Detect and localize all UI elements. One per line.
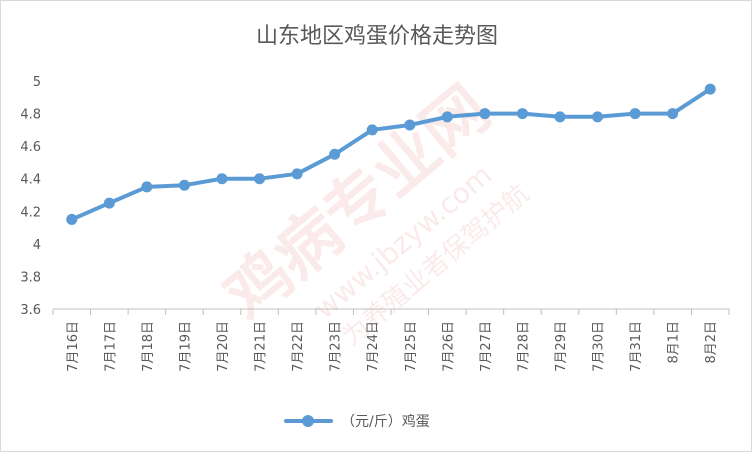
y-tick-label: 3.6	[20, 303, 41, 318]
data-point	[704, 83, 716, 95]
x-tick-label: 7月23日	[329, 321, 344, 372]
legend-dot-marker	[302, 415, 314, 427]
data-point	[103, 197, 115, 209]
y-tick-label: 4.8	[20, 108, 41, 123]
x-tick-label: 7月17日	[103, 321, 118, 372]
legend-label: （元/斤）鸡蛋	[341, 413, 430, 430]
x-tick-label: 7月16日	[66, 321, 81, 372]
data-point	[592, 111, 604, 123]
data-point	[516, 108, 528, 120]
data-point	[441, 111, 453, 123]
y-tick-label: 5	[33, 75, 41, 90]
x-tick-label: 7月19日	[178, 321, 193, 372]
data-point	[141, 181, 153, 193]
x-tick-label: 7月24日	[366, 321, 381, 372]
x-tick-label: 7月30日	[592, 321, 607, 372]
x-tick-label: 7月26日	[441, 321, 456, 372]
x-axis-tickmarks	[52, 309, 730, 315]
x-axis-labels: 7月16日 7月17日 7月18日 7月19日 7月20日 7月21日 7月22日 7月23日…	[66, 321, 719, 372]
x-tick-label: 7月28日	[516, 321, 531, 372]
series-line	[69, 87, 713, 222]
x-tick-label: 7月31日	[629, 321, 644, 372]
y-tick-label: 4	[33, 238, 41, 253]
x-tick-label: 7月22日	[291, 321, 306, 372]
y-tick-label: 3.8	[20, 270, 41, 285]
data-point	[667, 108, 679, 120]
data-point	[329, 148, 341, 160]
data-point	[254, 173, 266, 185]
x-tick-label: 8月1日	[667, 321, 682, 364]
data-point	[178, 179, 190, 191]
data-point	[479, 108, 491, 120]
x-tick-label: 7月20日	[216, 321, 231, 372]
data-point	[291, 168, 303, 180]
data-point	[629, 108, 641, 120]
data-point	[366, 124, 378, 136]
y-tick-label: 4.4	[20, 173, 41, 188]
x-tick-label: 7月21日	[254, 321, 269, 372]
x-tick-label: 8月2日	[704, 321, 719, 364]
y-axis-ticks: 3.6 3.8 4 4.2 4.4 4.6 4.8 5	[20, 75, 41, 318]
x-tick-label: 7月27日	[479, 321, 494, 372]
x-tick-label: 7月18日	[141, 321, 156, 372]
x-tick-label: 7月25日	[404, 321, 419, 372]
data-point	[216, 173, 228, 185]
legend: （元/斤）鸡蛋	[284, 413, 430, 430]
y-tick-label: 4.6	[20, 140, 41, 155]
data-point	[404, 119, 416, 131]
data-point	[66, 213, 78, 225]
data-point	[554, 111, 566, 123]
chart-title: 山东地区鸡蛋价格走势图	[256, 24, 498, 49]
y-tick-label: 4.2	[20, 205, 41, 220]
x-tick-label: 7月29日	[554, 321, 569, 372]
series-points	[66, 83, 716, 225]
